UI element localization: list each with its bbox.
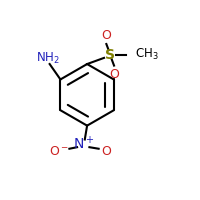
Text: S: S: [105, 48, 115, 62]
Text: O: O: [109, 68, 119, 81]
Text: O: O: [101, 145, 111, 158]
Text: N$^+$: N$^+$: [73, 135, 94, 153]
Text: CH$_3$: CH$_3$: [135, 46, 159, 62]
Text: O: O: [101, 29, 111, 42]
Text: NH$_2$: NH$_2$: [36, 51, 60, 66]
Text: O$^-$: O$^-$: [49, 145, 69, 158]
